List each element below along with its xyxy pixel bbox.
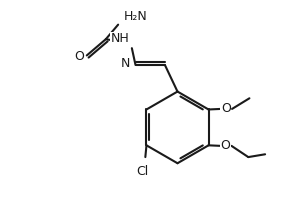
Text: O: O bbox=[220, 139, 230, 152]
Text: O: O bbox=[74, 50, 84, 62]
Text: NH: NH bbox=[110, 32, 129, 45]
Text: Cl: Cl bbox=[136, 165, 148, 178]
Text: N: N bbox=[121, 57, 131, 70]
Text: O: O bbox=[221, 102, 231, 115]
Text: H₂N: H₂N bbox=[124, 10, 148, 23]
